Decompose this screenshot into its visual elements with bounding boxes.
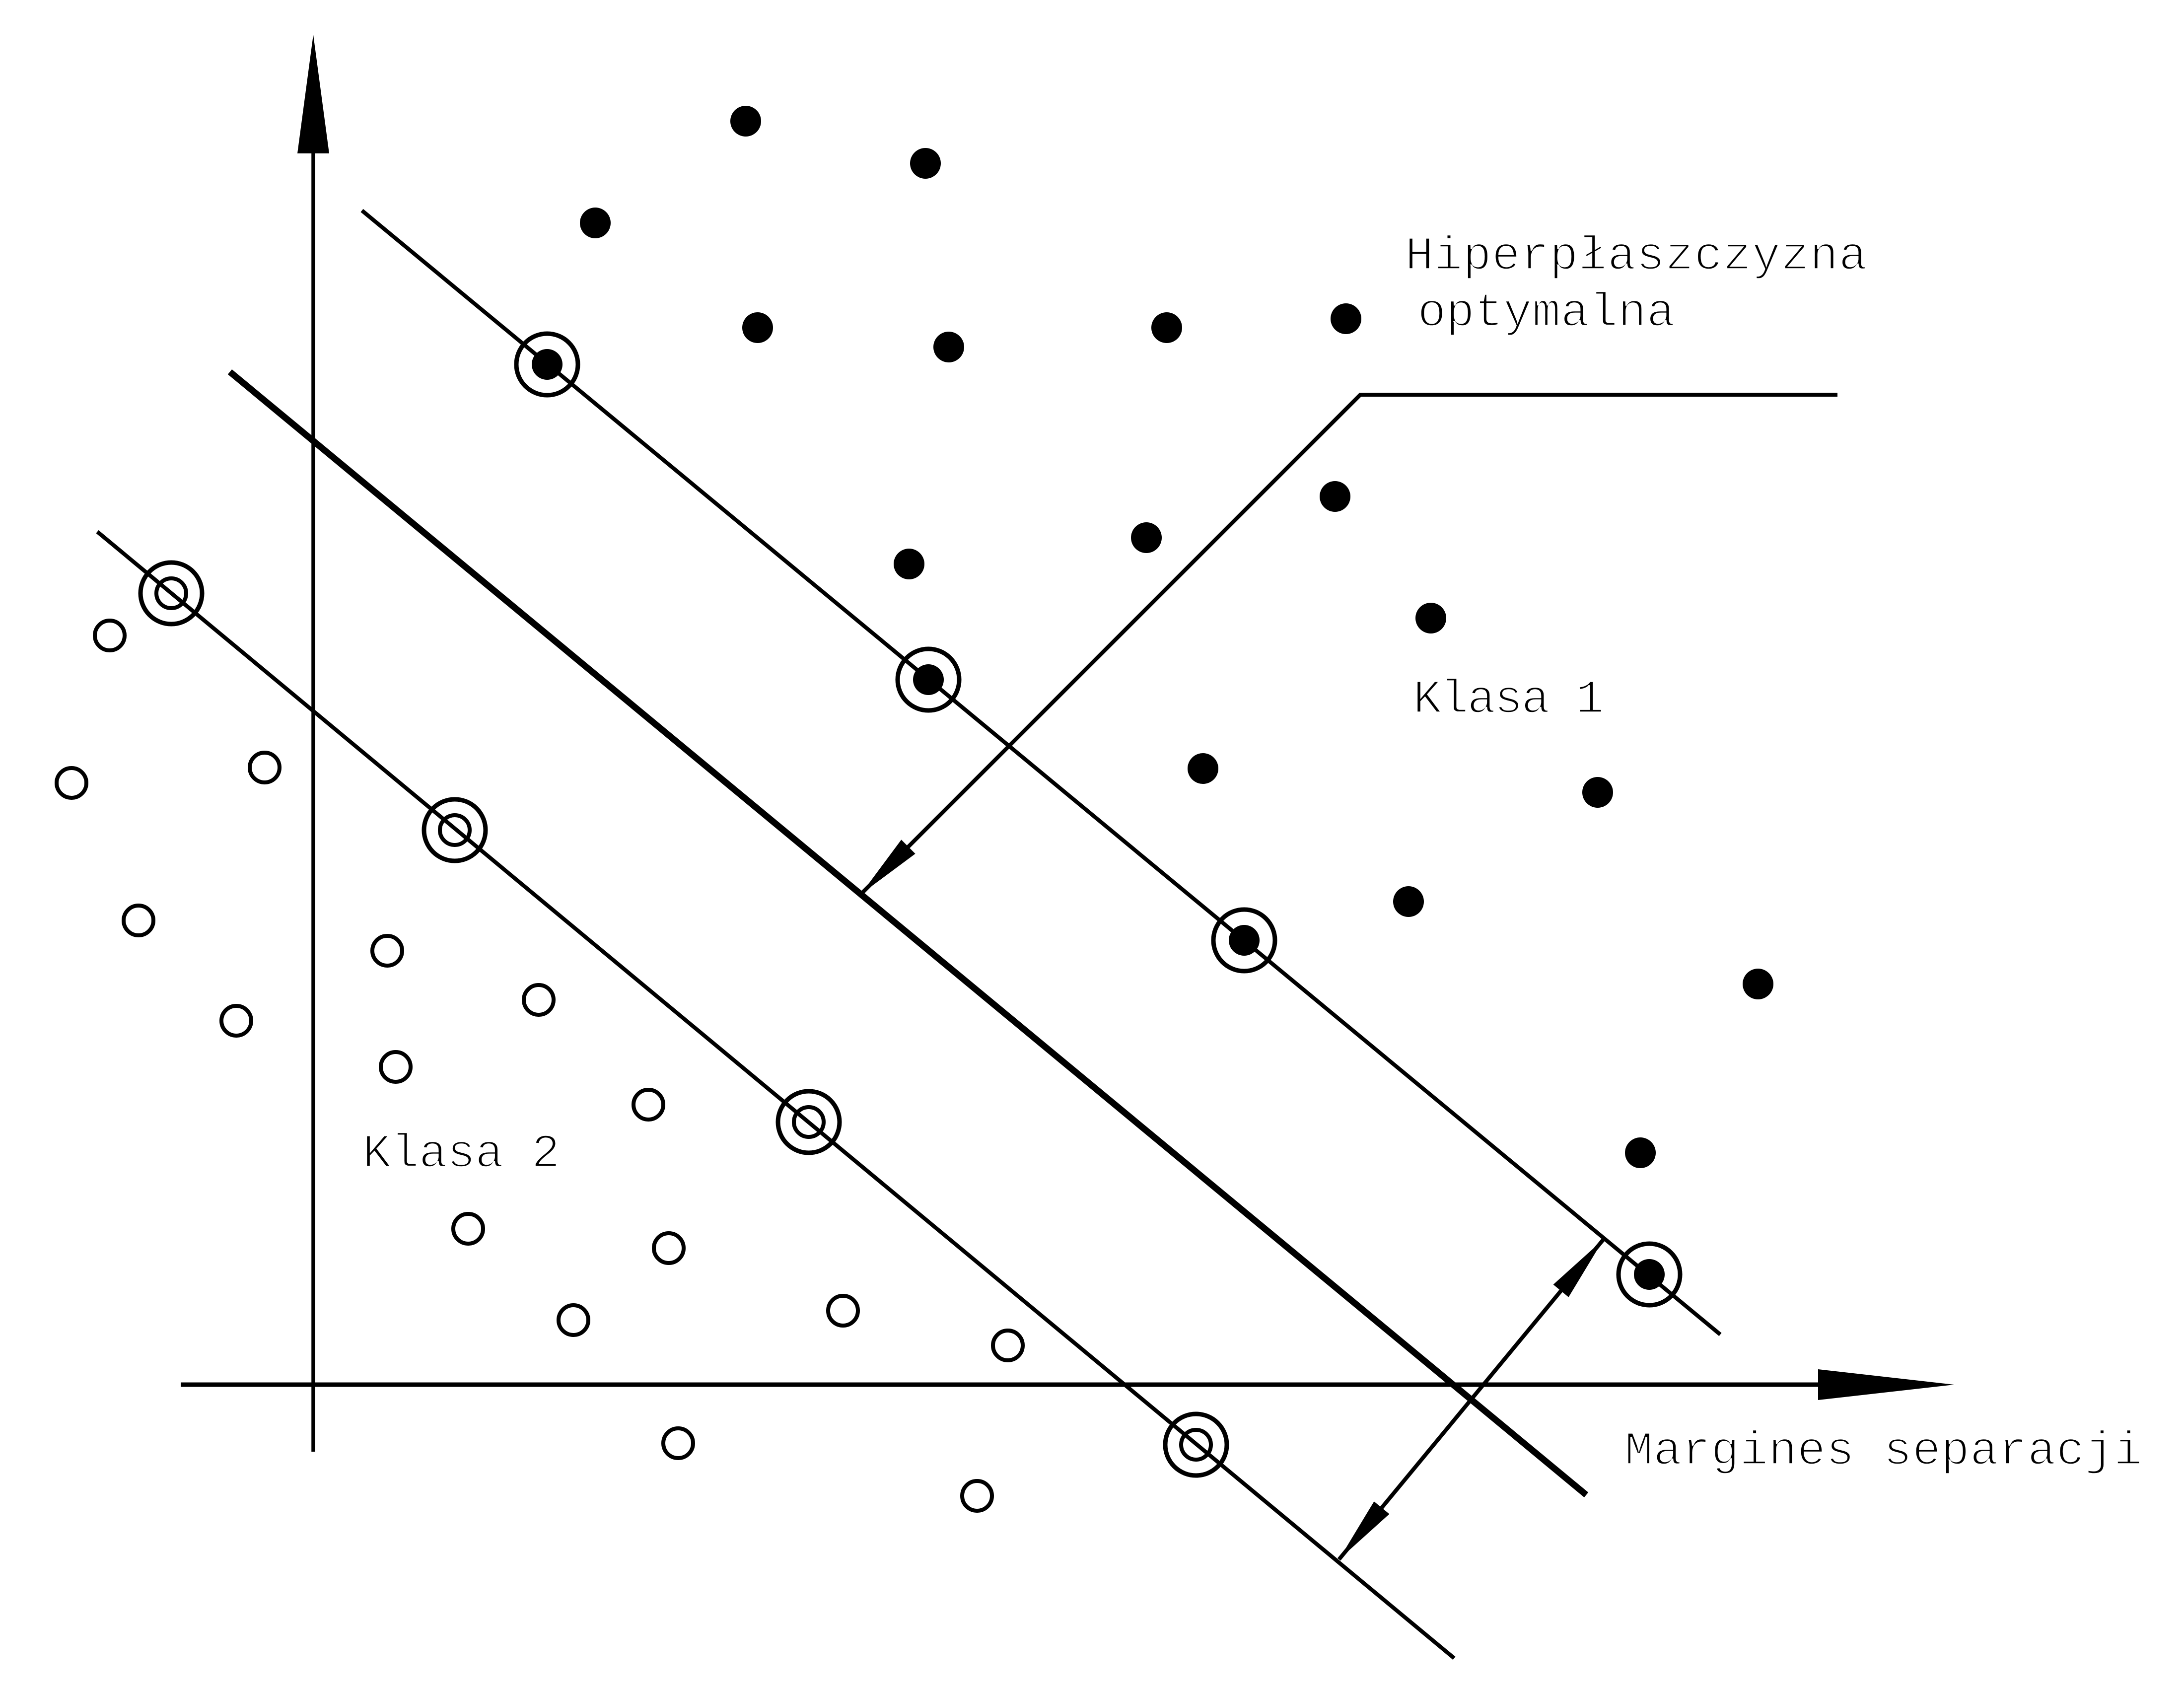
svg-text:Hiperpłaszczyzna: Hiperpłaszczyzna (1405, 229, 1867, 283)
svg-text:Klasa 1: Klasa 1 (1413, 673, 1604, 727)
svg-text:Klasa 2: Klasa 2 (362, 1127, 560, 1181)
svg-text:optymalna: optymalna (1417, 286, 1675, 340)
svg-text:Margines separacji: Margines separacji (1624, 1424, 2142, 1478)
